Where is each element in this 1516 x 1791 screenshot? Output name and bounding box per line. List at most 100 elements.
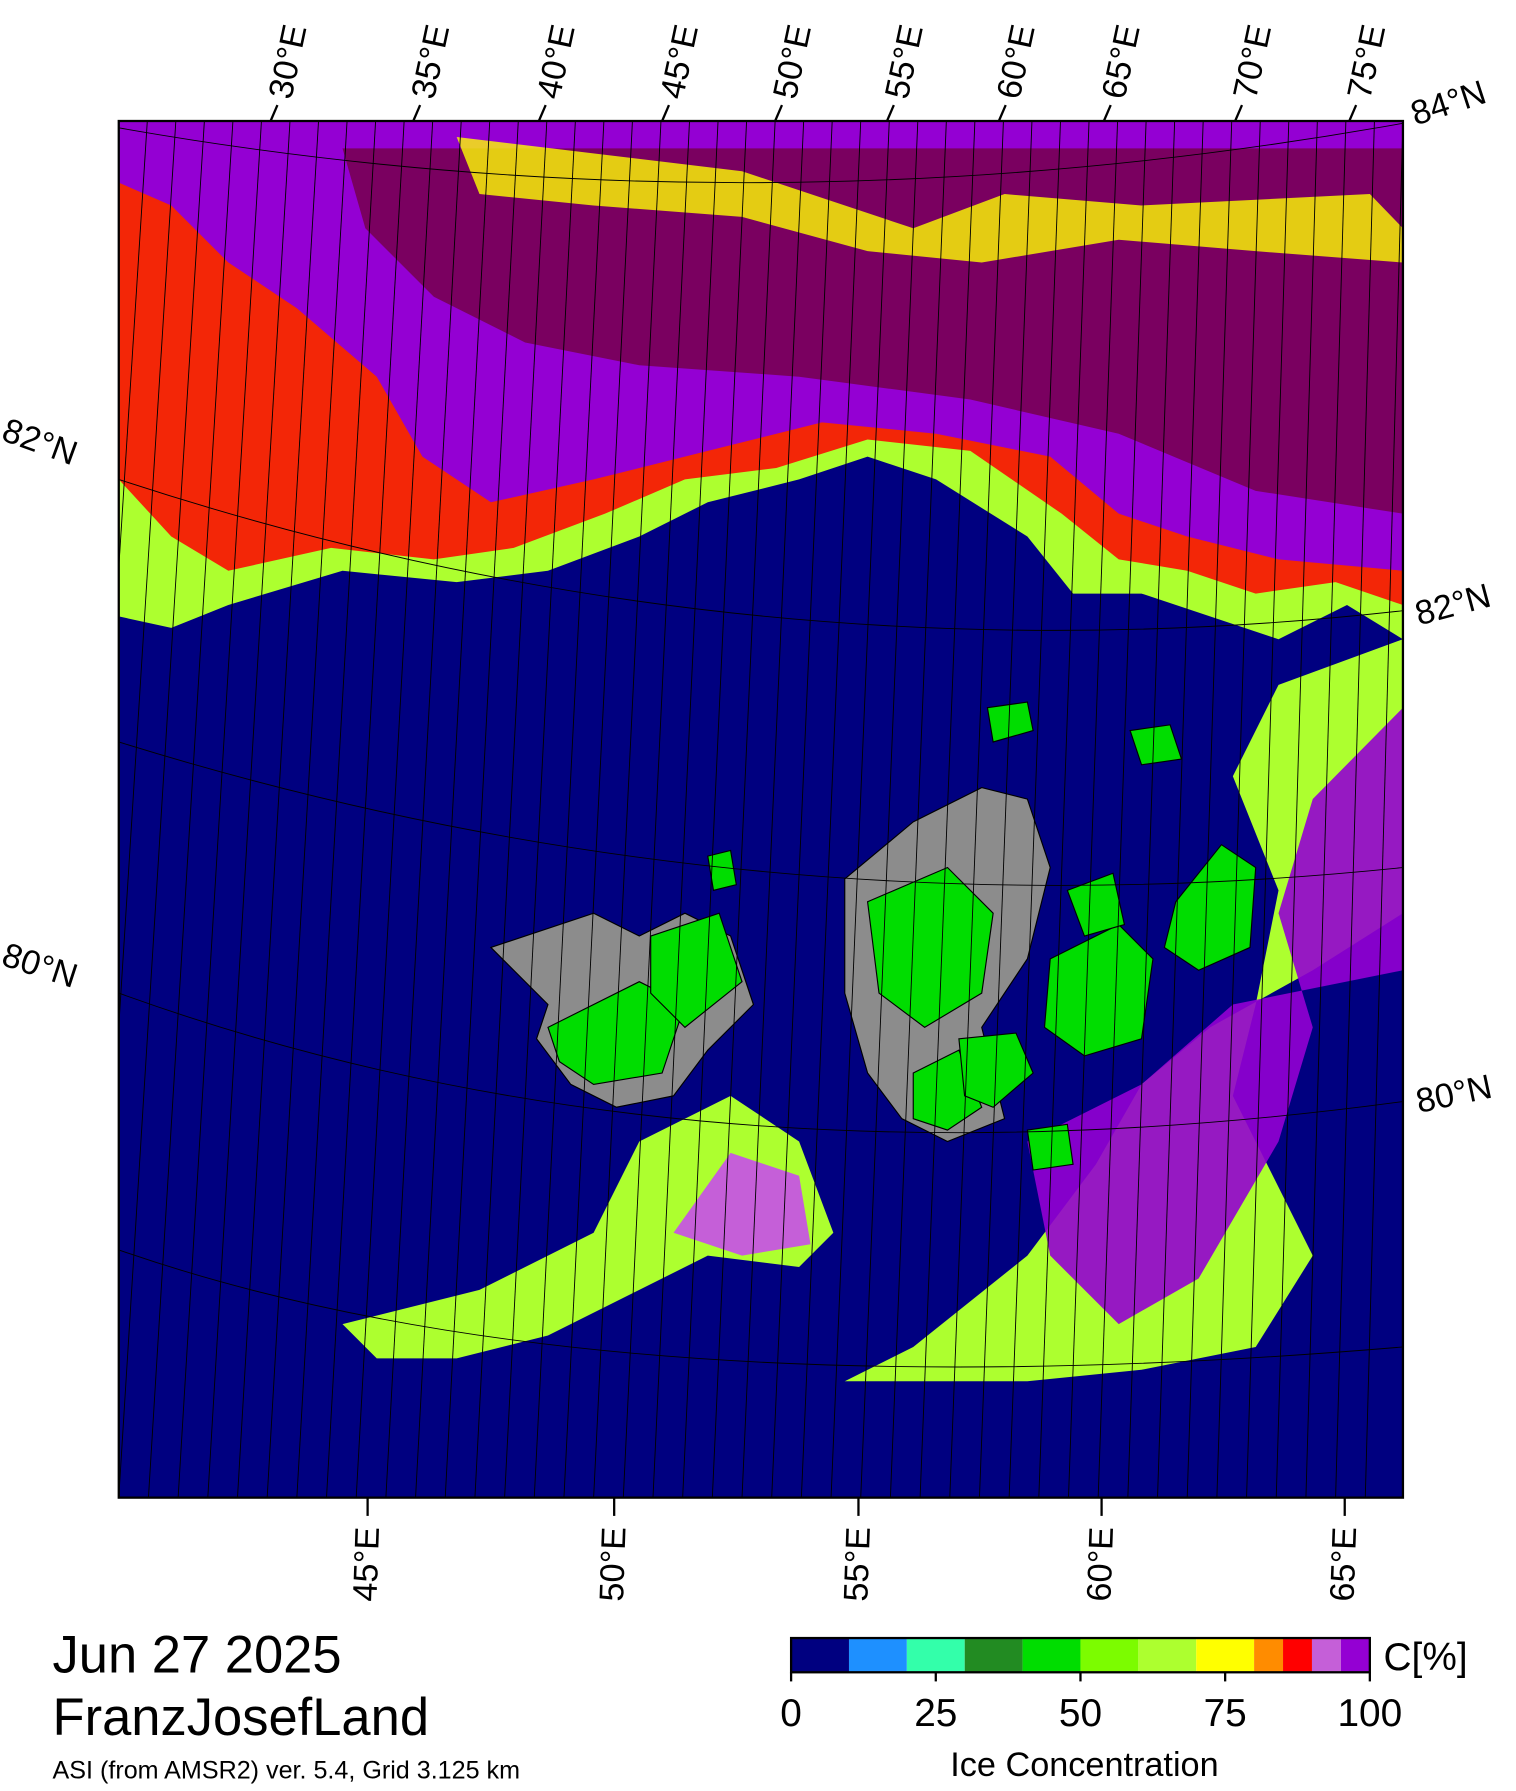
meridian (177, 120, 262, 1498)
lon-label-top: 65°E (1095, 21, 1148, 102)
meridian (1068, 120, 1119, 1498)
meridian (1305, 120, 1347, 1498)
meridian (593, 120, 662, 1498)
meridian (474, 120, 548, 1498)
lon-label-bottom: 50°E (593, 1526, 634, 1602)
meridian (118, 120, 177, 1034)
meridian (266, 120, 348, 1498)
lon-label-bottom: 55°E (837, 1526, 878, 1602)
meridian (1097, 120, 1147, 1498)
lon-label-top: 30°E (262, 21, 315, 102)
meridian (771, 120, 833, 1498)
colorbar-segment (791, 1638, 849, 1673)
tick (774, 104, 784, 122)
colorbar-tick-label: 0 (780, 1692, 802, 1735)
meridian (1364, 120, 1403, 1498)
colorbar-tick-label: 100 (1337, 1692, 1402, 1735)
meridian (355, 120, 434, 1498)
colorbar-segment (1138, 1638, 1197, 1673)
meridian (563, 120, 633, 1498)
colorbar-segment (1022, 1638, 1081, 1673)
tick (1234, 104, 1244, 122)
tick (412, 104, 422, 122)
colorbar-label: Ice Concentration (950, 1746, 1218, 1784)
colorbar-segment (1196, 1638, 1255, 1673)
tick (885, 104, 895, 122)
meridian (504, 120, 576, 1498)
meridian (1127, 120, 1176, 1498)
meridian (1216, 120, 1261, 1498)
ice-south-high (673, 1152, 811, 1256)
meridian (118, 120, 205, 1498)
meridian (1246, 120, 1290, 1498)
meridian (1008, 120, 1061, 1498)
meridian (622, 120, 690, 1498)
colorbar-tick-label: 75 (1204, 1692, 1247, 1735)
ice-east (844, 639, 1403, 1382)
map-frame (117, 119, 1405, 1499)
region: FranzJosefLand (53, 1688, 429, 1747)
ice-east-high (1027, 707, 1403, 1325)
lon-label-top: 35°E (404, 21, 457, 102)
meridian (296, 120, 377, 1498)
meridian (682, 120, 748, 1498)
colorbar-tick-label: 50 (1059, 1692, 1102, 1735)
meridian (444, 120, 519, 1498)
colorbar-segment (1340, 1638, 1370, 1673)
meridian (237, 120, 319, 1498)
lat-label-right: 80°N (1413, 1068, 1496, 1121)
colorbar-segment (1080, 1638, 1139, 1673)
date: Jun 27 2025 (53, 1625, 342, 1684)
meridian (949, 120, 1004, 1498)
ice-band (456, 136, 1403, 263)
meridian (147, 120, 234, 1498)
graticule (118, 120, 1403, 1498)
meridian (652, 120, 719, 1498)
colorbar-segment (848, 1638, 907, 1673)
meridian (326, 120, 405, 1498)
meridian (385, 120, 462, 1498)
colorbar-unit: C[%] (1384, 1636, 1468, 1679)
meridian (1275, 120, 1318, 1498)
lat-label-right: 82°N (1411, 577, 1495, 634)
meridian (533, 120, 605, 1498)
meridian (978, 120, 1033, 1498)
meridian (919, 120, 976, 1498)
product: ASI (from AMSR2) ver. 5.4, Grid 3.125 km (53, 1756, 520, 1784)
lon-label-top: 70°E (1226, 21, 1279, 102)
meridian (207, 120, 291, 1498)
meridian (711, 120, 776, 1498)
tick (1348, 104, 1358, 122)
colorbar-tick-label: 25 (914, 1692, 957, 1735)
ice-map (118, 120, 1403, 1498)
meridian (800, 120, 862, 1498)
meridian (1335, 120, 1375, 1498)
meridian (860, 120, 919, 1498)
lat-label-left: 80°N (0, 936, 82, 996)
meridian (1038, 120, 1090, 1498)
colorbar: 0 25 50 75 100 (780, 1636, 1402, 1735)
tick (997, 104, 1007, 122)
colorbar-segment (906, 1638, 965, 1673)
colorbar-segment (1311, 1638, 1341, 1673)
meridian (889, 120, 947, 1498)
lat-label-right: 84°N (1406, 73, 1490, 133)
ice-south (342, 1095, 834, 1359)
lon-label-top: 75°E (1340, 21, 1393, 102)
tick (269, 104, 279, 122)
meridian (415, 120, 491, 1498)
lon-label-top: 50°E (766, 21, 819, 102)
tick (661, 104, 671, 122)
lat-label-left: 82°N (0, 411, 82, 473)
meridian (741, 120, 805, 1498)
tick (537, 104, 547, 122)
meridian (118, 120, 120, 129)
meridian (830, 120, 890, 1498)
lon-label-bottom: 45°E (346, 1526, 387, 1602)
lon-label-top: 40°E (530, 21, 583, 102)
meridian (1157, 120, 1204, 1498)
lon-label-top: 45°E (653, 21, 706, 102)
lon-label-bottom: 60°E (1080, 1526, 1121, 1602)
